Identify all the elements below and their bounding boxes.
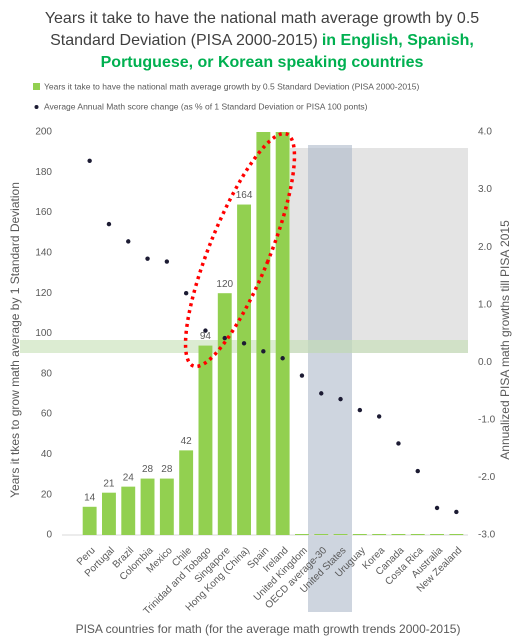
legend-swatch [34, 105, 39, 109]
bar [159, 478, 174, 535]
y-tick-label: 20 [41, 489, 53, 500]
dot [145, 256, 150, 261]
highlight-column [308, 145, 352, 612]
dot [222, 335, 227, 341]
bar [333, 534, 348, 535]
bar [217, 293, 232, 535]
bar [140, 478, 155, 535]
y2-tick-label: -2.0 [478, 472, 496, 483]
bar [102, 492, 116, 535]
dot [319, 391, 324, 396]
bar [295, 534, 309, 535]
y2-tick-label: 0.0 [478, 357, 492, 368]
data-label: 24 [123, 472, 135, 483]
data-label: 21 [103, 478, 115, 489]
dot [434, 505, 440, 511]
y-tick-label: 100 [35, 328, 52, 339]
y2-axis-label: Annualized PISA math growths till PISA 2… [498, 220, 512, 460]
bar [410, 534, 425, 535]
bar [82, 506, 97, 535]
dot [280, 356, 285, 361]
bar [237, 204, 251, 536]
dot [87, 158, 92, 163]
y-tick-label: 40 [41, 449, 53, 460]
y2-tick-label: -3.0 [478, 530, 496, 541]
y-tick-label: 60 [41, 409, 53, 420]
y-tick-label: 0 [46, 530, 52, 541]
data-label: 42 [181, 436, 193, 447]
legend-swatch [33, 83, 40, 90]
bar [449, 534, 464, 535]
y-tick-label: 80 [41, 368, 53, 379]
x-axis-label: PISA countries for math (for the average… [76, 622, 461, 636]
dot [454, 509, 459, 515]
chart-title: Years it take to have the national math … [20, 8, 504, 74]
dot [241, 341, 247, 346]
bar [256, 132, 271, 535]
bar [121, 486, 136, 535]
data-label: 94 [200, 331, 212, 342]
data-label: 120 [216, 279, 233, 290]
bar [314, 534, 329, 535]
dot [126, 239, 131, 244]
dot [338, 396, 343, 402]
data-label: 28 [161, 464, 173, 475]
y-tick-label: 140 [35, 248, 52, 259]
y2-tick-label: -1.0 [478, 414, 496, 425]
y-axis-label: Years it tkes to grow math average by 1 … [8, 182, 22, 498]
dot [299, 373, 305, 378]
y2-tick-label: 3.0 [478, 184, 492, 195]
y2-tick-label: 4.0 [478, 127, 492, 138]
y-tick-label: 160 [35, 207, 52, 218]
bar [372, 534, 387, 535]
y-tick-label: 120 [35, 288, 52, 299]
y-tick-label: 180 [35, 167, 52, 178]
data-label: 14 [84, 492, 96, 503]
dot [164, 259, 170, 264]
bar [352, 534, 367, 535]
bar [391, 534, 406, 535]
y2-tick-label: 2.0 [478, 242, 492, 253]
dot [261, 349, 266, 354]
title-highlight: in English, Spanish, Portuguese, or Kore… [100, 32, 474, 71]
data-label: 28 [142, 464, 154, 475]
bar [198, 345, 213, 535]
dot [357, 407, 363, 413]
dot [415, 468, 420, 474]
bar [179, 450, 194, 535]
dot [106, 221, 112, 227]
bar [430, 534, 444, 535]
annotation-ellipse [183, 131, 297, 369]
legend-label: Years it take to have the national math … [44, 81, 420, 91]
legend-label: Average Annual Math score change (as % o… [44, 101, 368, 111]
title-text: Years it take to have the national math … [44, 10, 480, 49]
dot [396, 441, 401, 446]
dot [203, 328, 208, 333]
y-tick-label: 200 [35, 127, 52, 138]
dot [183, 291, 189, 296]
dot [376, 414, 382, 419]
data-label: 164 [236, 190, 253, 201]
y2-tick-label: 1.0 [478, 299, 492, 310]
bar [275, 132, 290, 535]
